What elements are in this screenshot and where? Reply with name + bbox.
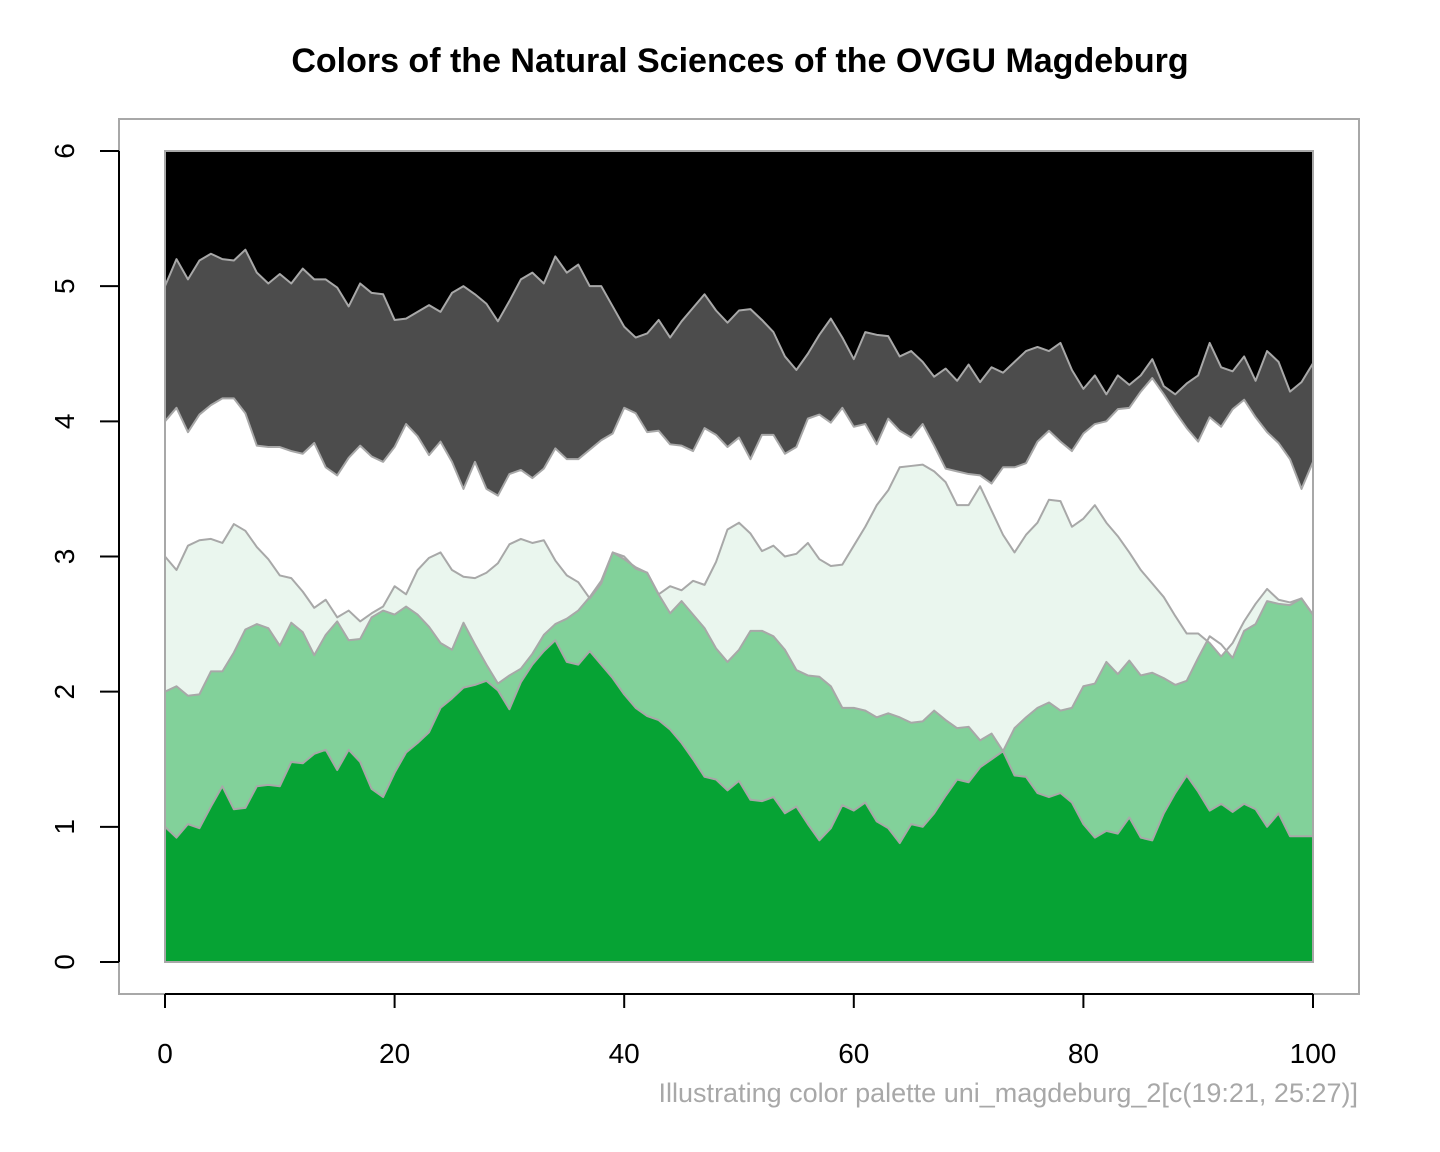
area-band-5 <box>165 249 1313 496</box>
y-axis: 0 1 2 3 4 5 6 <box>49 143 120 970</box>
stack-outline <box>164 150 1314 963</box>
y-tick-label: 1 <box>49 819 80 835</box>
boundary-line-5 <box>164 248 1314 396</box>
palette-caption: Illustrating color palette uni_magdeburg… <box>659 1078 1358 1108</box>
x-tick-label: 100 <box>1290 1038 1337 1069</box>
y-tick-label: 2 <box>49 684 80 700</box>
y-tick-label: 6 <box>49 143 80 159</box>
boundary-line-4 <box>164 377 1314 497</box>
area-band-6 <box>165 151 1313 395</box>
x-tick-label: 0 <box>157 1038 173 1069</box>
x-tick-label: 80 <box>1068 1038 1099 1069</box>
series-boundaries <box>164 150 1314 963</box>
y-tick-label: 5 <box>49 278 80 294</box>
area-band-4 <box>165 378 1313 657</box>
x-tick-label: 20 <box>379 1038 410 1069</box>
x-tick-label: 60 <box>838 1038 869 1069</box>
x-axis: 0 20 40 60 80 100 <box>157 993 1337 1069</box>
boundary-line-3 <box>164 463 1314 658</box>
area-bands <box>165 151 1313 962</box>
y-tick-label: 3 <box>49 549 80 565</box>
y-tick-label: 4 <box>49 414 80 430</box>
area-band-1 <box>165 640 1313 962</box>
boundary-line-2 <box>164 551 1314 753</box>
x-tick-label: 40 <box>609 1038 640 1069</box>
area-band-2 <box>165 552 1313 844</box>
chart-title: Colors of the Natural Sciences of the OV… <box>291 42 1188 80</box>
boundary-line-1 <box>164 639 1313 845</box>
y-tick-label: 0 <box>49 954 80 970</box>
